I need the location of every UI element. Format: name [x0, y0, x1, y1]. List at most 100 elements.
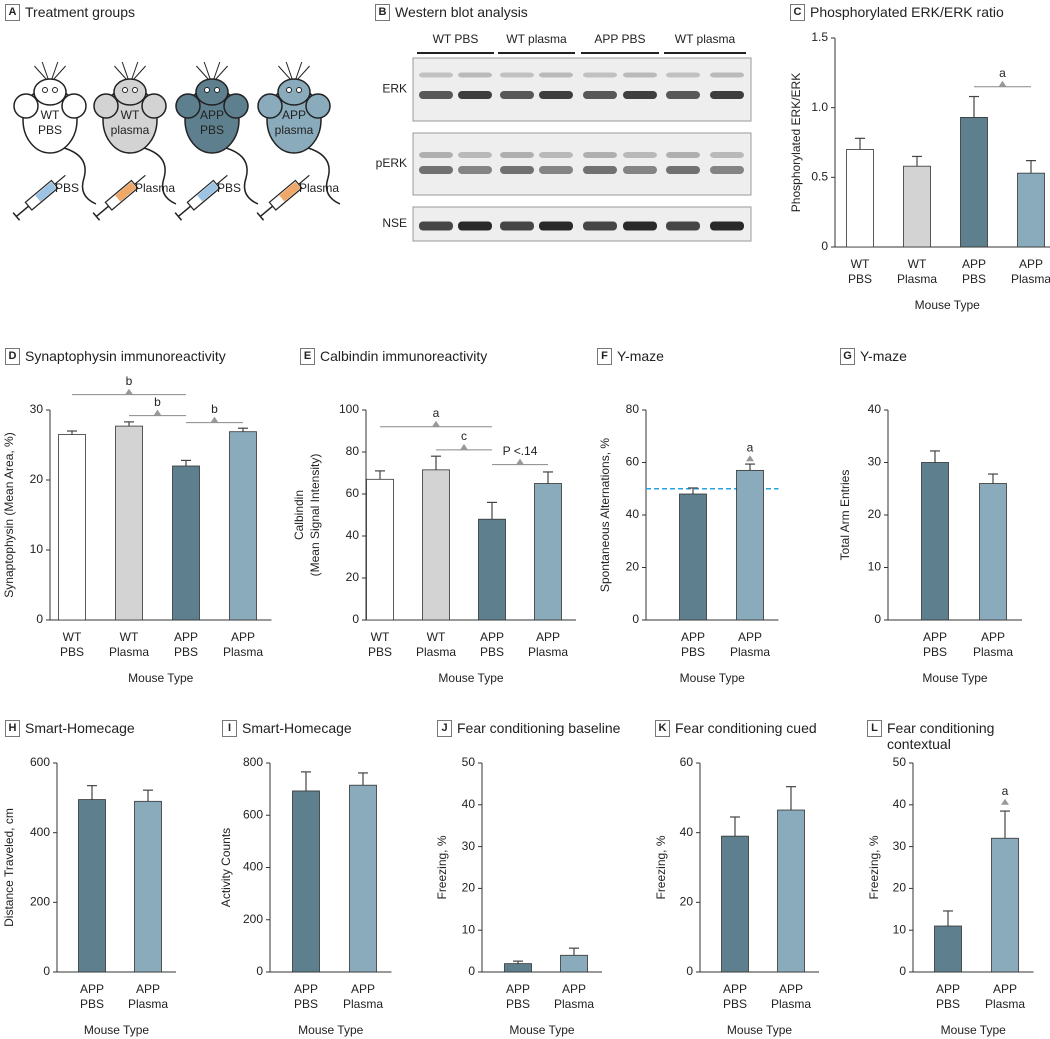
bar	[1017, 172, 1045, 248]
y-tick-label: 0	[468, 964, 475, 978]
bar	[777, 809, 805, 973]
syringe	[12, 174, 66, 221]
panel-letter: C	[790, 4, 805, 21]
bar	[736, 469, 764, 621]
y-tick-label: 0	[43, 964, 50, 978]
syringe-needle	[216, 174, 228, 185]
significance-label: a	[1002, 784, 1009, 798]
mouse-label: APP PBS	[200, 108, 224, 137]
blot-band	[458, 221, 492, 231]
y-tick-label: 0	[899, 964, 906, 978]
mouse-whisker	[114, 65, 128, 81]
syringe	[92, 174, 146, 221]
y-tick-label: 200	[30, 895, 50, 909]
syringe-handle	[256, 212, 265, 221]
significance-marker	[516, 458, 524, 465]
x-tick-label: WT Plasma	[897, 257, 937, 286]
y-tick-label: 0	[352, 612, 359, 626]
mouse-whisker	[121, 61, 129, 81]
blot-band	[500, 72, 534, 78]
y-tick-label: 400	[243, 860, 263, 874]
blot-band	[623, 72, 657, 78]
blot-band	[710, 166, 744, 174]
x-tick-label: WT Plasma	[109, 630, 149, 659]
y-tick-label: 10	[462, 922, 476, 936]
panel-letter: D	[5, 348, 20, 365]
x-tick-label: APP Plasma	[730, 630, 770, 659]
blot-row-label: pERK	[376, 156, 407, 170]
panel-title: Western blot analysis	[395, 4, 528, 20]
blot-group-label: WT plasma	[675, 32, 736, 46]
y-tick-label: 30	[893, 839, 907, 853]
significance-marker	[998, 80, 1007, 87]
mouse-ear	[13, 93, 39, 119]
blot-membrane	[412, 132, 752, 196]
x-tick-label: WT PBS	[848, 257, 872, 286]
bar	[679, 493, 707, 621]
y-tick-label: 400	[30, 825, 50, 839]
mouse-ear	[223, 93, 249, 119]
mouse-whisker	[131, 61, 139, 81]
y-tick-label: 20	[868, 507, 882, 521]
y-axis-label: Freezing, %	[654, 835, 668, 899]
y-tick-label: 40	[626, 507, 640, 521]
syringe-label: PBS	[217, 181, 241, 195]
blot-band	[500, 91, 534, 99]
x-axis-label: Mouse Type	[298, 1023, 363, 1037]
blot-band	[623, 221, 657, 231]
mouse-label: WT plasma	[111, 108, 150, 137]
mouse-whisker	[51, 61, 59, 81]
panel-letter: J	[437, 720, 452, 737]
mouse-eye	[204, 87, 210, 93]
y-tick-label: 1.0	[811, 100, 828, 114]
significance-label: a	[999, 66, 1006, 80]
syringe-plunger	[177, 205, 192, 218]
x-axis-label: Mouse Type	[438, 671, 503, 685]
x-tick-label: APP PBS	[80, 982, 104, 1011]
y-axis-label: Total Arm Entries	[838, 470, 852, 561]
bar	[172, 465, 200, 621]
blot-band	[539, 221, 573, 231]
mouse-tail	[307, 147, 341, 205]
blot-band	[710, 72, 744, 78]
bar	[921, 462, 949, 621]
panel-title: Smart-Homecage	[25, 720, 135, 736]
syringe-label: PBS	[55, 181, 79, 195]
syringe-handle	[174, 212, 183, 221]
x-tick-label: APP Plasma	[554, 982, 594, 1011]
mouse-whisker	[214, 65, 228, 81]
blot-band	[419, 72, 453, 78]
x-tick-label: WT Plasma	[416, 630, 456, 659]
bar	[991, 837, 1019, 973]
blot-band	[666, 166, 700, 174]
significance-marker	[1001, 798, 1009, 805]
blot-band	[583, 166, 617, 174]
blot-band	[458, 91, 492, 99]
mouse-ear	[257, 93, 283, 119]
blot-band	[583, 152, 617, 158]
blot-band	[623, 166, 657, 174]
syringe-plunger	[15, 205, 30, 218]
blot-row-label: NSE	[382, 216, 407, 230]
blot-group-label: WT PBS	[433, 32, 479, 46]
x-axis-label: Mouse Type	[509, 1023, 574, 1037]
y-tick-label: 0	[874, 612, 881, 626]
syringe-plunger	[259, 205, 274, 218]
y-tick-label: 60	[626, 455, 640, 469]
y-tick-label: 10	[30, 542, 44, 556]
x-tick-label: APP PBS	[506, 982, 530, 1011]
syringe-label: Plasma	[299, 181, 339, 195]
bar	[349, 784, 377, 973]
panel-letter: F	[597, 348, 612, 365]
bar	[366, 478, 394, 621]
bar	[960, 117, 988, 248]
x-tick-label: APP PBS	[936, 982, 960, 1011]
blot-band	[710, 221, 744, 231]
x-tick-label: APP PBS	[962, 257, 986, 286]
y-axis-label: (Mean Signal Intensity)	[308, 454, 322, 577]
significance-label: b	[154, 395, 161, 409]
syringe-handle	[12, 212, 21, 221]
y-tick-label: 20	[893, 881, 907, 895]
blot-band	[710, 152, 744, 158]
